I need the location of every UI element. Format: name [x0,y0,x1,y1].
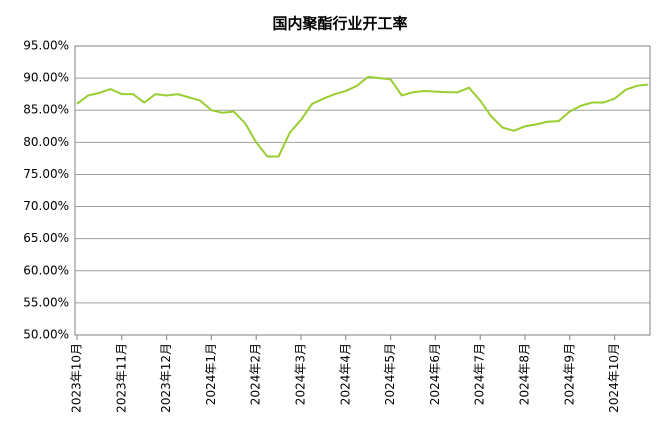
y-tick-label: 80.00% [23,135,69,149]
y-tick-label: 60.00% [23,263,69,277]
plot-frame [74,45,651,336]
x-tick-label: 2024年1月 [204,343,218,405]
y-tick-label: 95.00% [23,39,69,53]
data-line [76,75,649,158]
x-tick-label: 2024年8月 [518,343,532,405]
y-tick-label: 65.00% [23,231,69,245]
x-tick-label: 2023年12月 [159,343,173,413]
y-tick-label: 55.00% [23,295,69,309]
x-tick-label: 2024年2月 [249,343,263,405]
y-tick-label: 50.00% [23,328,69,342]
x-tick-label: 2023年11月 [114,343,128,413]
chart-title: 国内聚酯行业开工率 [272,15,407,33]
x-tick-label: 2024年3月 [294,343,308,405]
x-tick-label: 2024年5月 [383,343,397,405]
y-tick-label: 70.00% [23,199,69,213]
y-tick-label: 75.00% [23,167,69,181]
x-tick-label: 2024年10月 [607,343,621,413]
x-tick-label: 2024年6月 [428,343,442,405]
y-tick-label: 90.00% [23,71,69,85]
x-tick-label: 2024年4月 [338,343,352,405]
x-tick-label: 2023年10月 [70,343,84,413]
y-tick-label: 85.00% [23,103,69,117]
x-tick-label: 2024年9月 [562,343,576,405]
x-tick-label: 2024年7月 [473,343,487,405]
